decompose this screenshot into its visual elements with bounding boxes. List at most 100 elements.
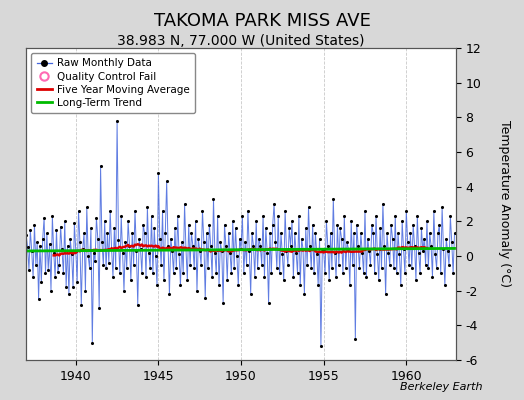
Point <box>94 236 102 242</box>
Point <box>414 249 423 256</box>
Point <box>84 253 92 259</box>
Point <box>430 208 438 214</box>
Point <box>421 262 430 268</box>
Point <box>438 204 446 211</box>
Point <box>154 170 162 176</box>
Point <box>140 230 149 237</box>
Point <box>50 249 58 256</box>
Point <box>390 265 398 271</box>
Point <box>406 230 414 237</box>
Point <box>413 213 421 219</box>
Point <box>208 274 216 280</box>
Point <box>333 222 342 228</box>
Point <box>364 236 372 242</box>
Point <box>354 242 362 249</box>
Point <box>69 284 77 290</box>
Point <box>63 242 72 249</box>
Point <box>235 236 244 242</box>
Point <box>109 274 117 280</box>
Point <box>331 249 339 256</box>
Point <box>95 305 103 311</box>
Point <box>443 248 452 254</box>
Point <box>99 262 107 268</box>
Point <box>201 294 210 301</box>
Point <box>158 208 167 214</box>
Point <box>231 225 239 232</box>
Point <box>184 222 193 228</box>
Point <box>25 267 33 273</box>
Point <box>87 225 95 232</box>
Point <box>377 265 386 271</box>
Point <box>427 242 435 249</box>
Point <box>265 300 273 306</box>
Point <box>187 230 195 237</box>
Point <box>105 260 113 266</box>
Point <box>322 218 331 224</box>
Point <box>64 291 73 297</box>
Point <box>324 242 332 249</box>
Point <box>47 288 55 294</box>
Point <box>128 230 136 237</box>
Point <box>304 204 313 211</box>
Point <box>132 248 140 254</box>
Point <box>91 258 99 264</box>
Point <box>447 239 456 245</box>
Point <box>259 213 267 219</box>
Point <box>178 239 186 245</box>
Point <box>318 248 326 254</box>
Point <box>233 253 241 259</box>
Point <box>24 244 32 250</box>
Point <box>442 236 451 242</box>
Point <box>241 239 249 245</box>
Point <box>255 236 263 242</box>
Point <box>209 196 217 202</box>
Point <box>75 239 84 245</box>
Point <box>200 239 208 245</box>
Point <box>307 265 315 271</box>
Point <box>149 270 157 276</box>
Point <box>197 262 205 268</box>
Point <box>288 218 296 224</box>
Point <box>195 248 204 254</box>
Point <box>121 239 129 245</box>
Point <box>343 239 351 245</box>
Point <box>22 232 30 238</box>
Point <box>405 262 413 268</box>
Point <box>83 204 91 211</box>
Point <box>74 208 83 214</box>
Point <box>357 230 365 237</box>
Point <box>287 242 295 249</box>
Point <box>157 262 166 268</box>
Point <box>189 242 197 249</box>
Point <box>289 274 298 280</box>
Point <box>190 265 199 271</box>
Point <box>409 222 418 228</box>
Point <box>279 277 288 284</box>
Point <box>124 218 132 224</box>
Point <box>311 230 320 237</box>
Point <box>70 220 79 226</box>
Point <box>402 208 410 214</box>
Point <box>344 246 353 252</box>
Point <box>365 248 373 254</box>
Point <box>290 230 299 237</box>
Point <box>329 196 337 202</box>
Point <box>313 251 321 258</box>
Point <box>391 213 399 219</box>
Point <box>80 230 88 237</box>
Point <box>342 265 350 271</box>
Point <box>303 262 311 268</box>
Point <box>399 246 408 252</box>
Point <box>263 249 271 256</box>
Point <box>248 230 256 237</box>
Point <box>283 262 292 268</box>
Point <box>239 270 248 276</box>
Text: TAKOMA PARK MISS AVE: TAKOMA PARK MISS AVE <box>154 12 370 30</box>
Point <box>320 248 328 254</box>
Point <box>35 296 43 302</box>
Point <box>113 118 121 124</box>
Point <box>138 270 146 276</box>
Point <box>219 300 227 306</box>
Point <box>110 225 118 232</box>
Point <box>220 222 228 228</box>
